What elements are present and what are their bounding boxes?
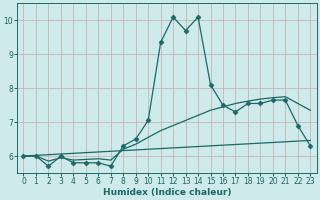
X-axis label: Humidex (Indice chaleur): Humidex (Indice chaleur) [103, 188, 231, 197]
